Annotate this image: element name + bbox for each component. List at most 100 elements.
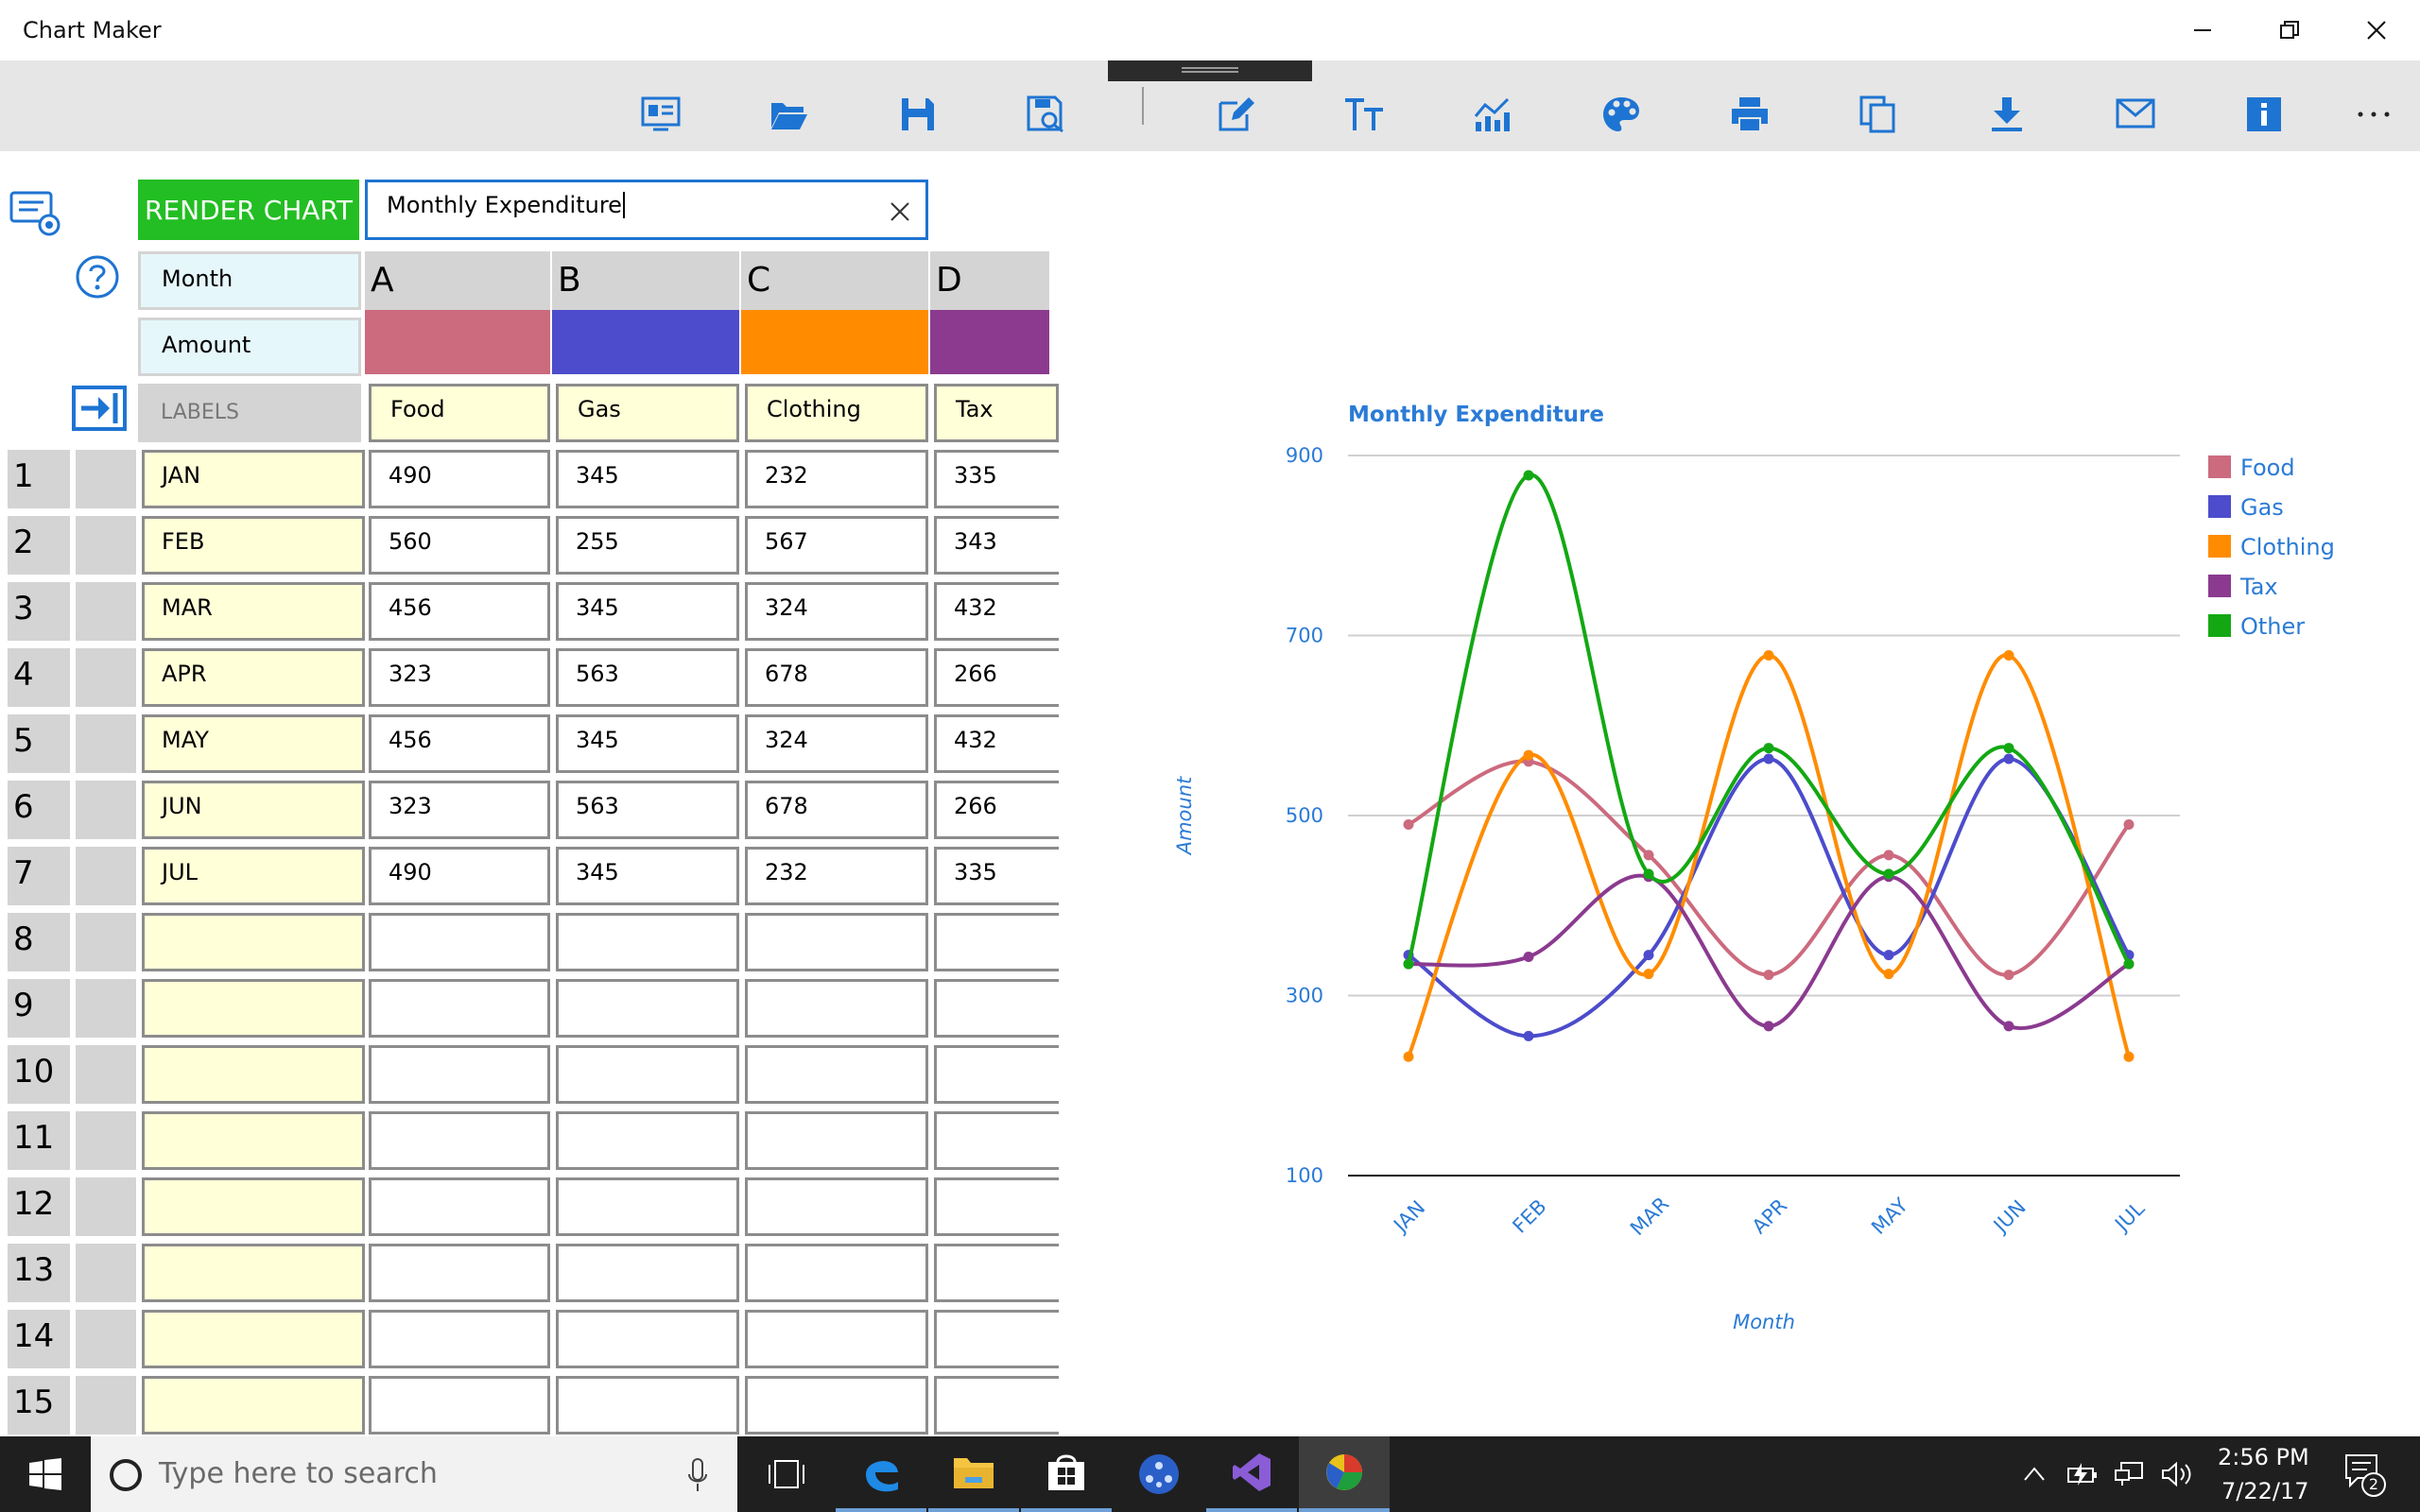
taskbar-store[interactable] bbox=[1021, 1436, 1112, 1512]
series-color-swatch[interactable] bbox=[365, 310, 550, 374]
data-point-food[interactable] bbox=[2123, 819, 2135, 831]
series-name-cell[interactable]: Clothing bbox=[745, 384, 928, 442]
value-cell[interactable]: 432 bbox=[934, 582, 1059, 641]
open-button[interactable] bbox=[758, 83, 821, 146]
row-selector[interactable] bbox=[76, 1376, 136, 1435]
volume-control[interactable] bbox=[2161, 1461, 2195, 1491]
value-cell[interactable]: 232 bbox=[745, 847, 928, 905]
row-selector[interactable] bbox=[76, 582, 136, 641]
value-cell[interactable] bbox=[556, 1177, 739, 1236]
value-cell[interactable]: 560 bbox=[369, 516, 550, 575]
data-point-food[interactable] bbox=[2003, 970, 2014, 981]
data-point-food[interactable] bbox=[1643, 850, 1654, 861]
value-cell[interactable]: 266 bbox=[934, 781, 1059, 839]
value-cell[interactable]: 324 bbox=[745, 714, 928, 773]
start-button[interactable] bbox=[0, 1436, 91, 1512]
row-selector[interactable] bbox=[76, 450, 136, 508]
mail-button[interactable] bbox=[2104, 83, 2167, 146]
value-cell[interactable] bbox=[745, 1045, 928, 1104]
series-color-swatch[interactable] bbox=[930, 310, 1049, 374]
more-button[interactable] bbox=[2342, 83, 2405, 146]
row-selector[interactable] bbox=[76, 847, 136, 905]
label-cell[interactable]: FEB bbox=[142, 516, 365, 575]
value-cell[interactable]: 255 bbox=[556, 516, 739, 575]
render-chart-button[interactable]: RENDER CHART bbox=[138, 180, 359, 240]
data-point-other[interactable] bbox=[2003, 743, 2014, 754]
save-button[interactable] bbox=[887, 83, 949, 146]
new-chart-button[interactable] bbox=[630, 83, 692, 146]
data-point-clothing[interactable] bbox=[1643, 969, 1654, 980]
info-button[interactable] bbox=[2233, 83, 2295, 146]
y-axis-name-field[interactable]: Amount bbox=[138, 318, 361, 376]
task-view-button[interactable] bbox=[741, 1436, 832, 1512]
taskbar-file-explorer[interactable] bbox=[928, 1436, 1019, 1512]
data-point-tax[interactable] bbox=[1763, 1021, 1774, 1032]
chart-title-input[interactable]: Monthly Expenditure bbox=[365, 180, 928, 240]
value-cell[interactable]: 323 bbox=[369, 648, 550, 707]
data-point-clothing[interactable] bbox=[1523, 749, 1534, 761]
value-cell[interactable] bbox=[934, 1045, 1059, 1104]
value-cell[interactable]: 266 bbox=[934, 648, 1059, 707]
palette-button[interactable] bbox=[1590, 83, 1652, 146]
value-cell[interactable]: 335 bbox=[934, 450, 1059, 508]
data-point-other[interactable] bbox=[2123, 958, 2135, 970]
value-cell[interactable] bbox=[934, 913, 1059, 971]
row-selector[interactable] bbox=[76, 1177, 136, 1236]
value-cell[interactable] bbox=[745, 913, 928, 971]
value-cell[interactable] bbox=[369, 1310, 550, 1368]
show-hidden-icons-button[interactable] bbox=[2021, 1461, 2048, 1491]
edit-button[interactable] bbox=[1204, 83, 1267, 146]
value-cell[interactable] bbox=[934, 979, 1059, 1038]
value-cell[interactable] bbox=[745, 1111, 928, 1170]
value-cell[interactable] bbox=[556, 1111, 739, 1170]
value-cell[interactable]: 323 bbox=[369, 781, 550, 839]
value-cell[interactable] bbox=[369, 979, 550, 1038]
legend-label[interactable]: Gas bbox=[2240, 494, 2284, 521]
battery-status[interactable] bbox=[2066, 1461, 2099, 1491]
value-cell[interactable]: 678 bbox=[745, 781, 928, 839]
text-size-button[interactable] bbox=[1333, 83, 1395, 146]
value-cell[interactable]: 345 bbox=[556, 582, 739, 641]
legend-label[interactable]: Clothing bbox=[2240, 534, 2335, 560]
data-point-gas[interactable] bbox=[1523, 1030, 1534, 1041]
legend-label[interactable]: Tax bbox=[2239, 574, 2278, 600]
value-cell[interactable] bbox=[556, 913, 739, 971]
label-cell[interactable]: JAN bbox=[142, 450, 365, 508]
label-cell[interactable]: APR bbox=[142, 648, 365, 707]
minimize-button[interactable] bbox=[2159, 0, 2246, 60]
value-cell[interactable] bbox=[556, 1045, 739, 1104]
data-point-other[interactable] bbox=[1883, 868, 1894, 880]
data-point-clothing[interactable] bbox=[2003, 649, 2014, 661]
value-cell[interactable] bbox=[369, 913, 550, 971]
row-selector[interactable] bbox=[76, 781, 136, 839]
label-cell[interactable]: MAR bbox=[142, 582, 365, 641]
value-cell[interactable] bbox=[369, 1376, 550, 1435]
value-cell[interactable] bbox=[745, 1177, 928, 1236]
value-cell[interactable]: 456 bbox=[369, 714, 550, 773]
series-color-swatch[interactable] bbox=[552, 310, 739, 374]
label-cell[interactable] bbox=[142, 979, 365, 1038]
value-cell[interactable] bbox=[934, 1376, 1059, 1435]
value-cell[interactable] bbox=[556, 1376, 739, 1435]
value-cell[interactable]: 563 bbox=[556, 648, 739, 707]
series-color-swatch[interactable] bbox=[741, 310, 928, 374]
restore-button[interactable] bbox=[2246, 0, 2333, 60]
print-button[interactable] bbox=[1719, 83, 1781, 146]
value-cell[interactable]: 678 bbox=[745, 648, 928, 707]
value-cell[interactable] bbox=[369, 1177, 550, 1236]
label-cell[interactable] bbox=[142, 913, 365, 971]
value-cell[interactable] bbox=[745, 1244, 928, 1302]
data-point-clothing[interactable] bbox=[1763, 649, 1774, 661]
data-point-clothing[interactable] bbox=[1883, 969, 1894, 980]
copy-button[interactable] bbox=[1847, 83, 1910, 146]
value-cell[interactable] bbox=[934, 1310, 1059, 1368]
value-cell[interactable] bbox=[745, 1376, 928, 1435]
value-cell[interactable]: 232 bbox=[745, 450, 928, 508]
data-point-clothing[interactable] bbox=[1403, 1051, 1414, 1062]
row-selector[interactable] bbox=[76, 516, 136, 575]
data-point-other[interactable] bbox=[1643, 868, 1654, 880]
value-cell[interactable] bbox=[556, 1244, 739, 1302]
clear-text-icon[interactable] bbox=[890, 201, 910, 222]
value-cell[interactable]: 345 bbox=[556, 450, 739, 508]
value-cell[interactable]: 490 bbox=[369, 847, 550, 905]
